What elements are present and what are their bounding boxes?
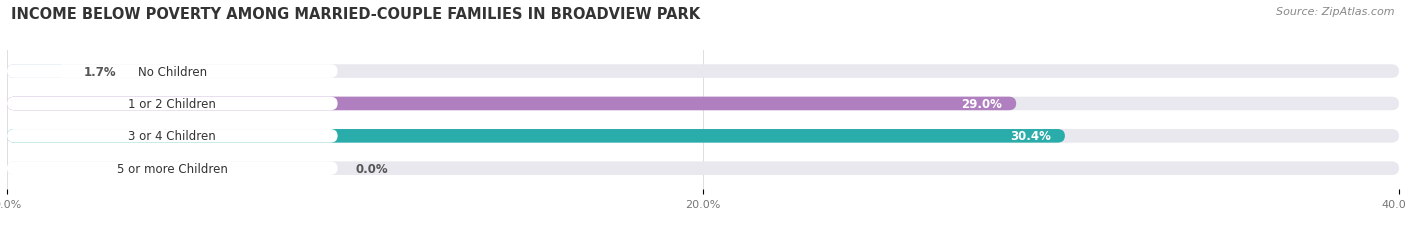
Text: 29.0%: 29.0% bbox=[962, 97, 1002, 110]
FancyBboxPatch shape bbox=[7, 97, 1017, 111]
FancyBboxPatch shape bbox=[7, 129, 337, 143]
FancyBboxPatch shape bbox=[7, 129, 1064, 143]
FancyBboxPatch shape bbox=[7, 162, 1399, 175]
Text: 3 or 4 Children: 3 or 4 Children bbox=[128, 130, 217, 143]
Text: Source: ZipAtlas.com: Source: ZipAtlas.com bbox=[1277, 7, 1395, 17]
FancyBboxPatch shape bbox=[7, 129, 1399, 143]
FancyBboxPatch shape bbox=[7, 97, 337, 111]
Text: 5 or more Children: 5 or more Children bbox=[117, 162, 228, 175]
FancyBboxPatch shape bbox=[7, 162, 337, 175]
Text: 1 or 2 Children: 1 or 2 Children bbox=[128, 97, 217, 110]
Text: 0.0%: 0.0% bbox=[354, 162, 388, 175]
Text: No Children: No Children bbox=[138, 65, 207, 78]
FancyBboxPatch shape bbox=[7, 97, 1399, 111]
FancyBboxPatch shape bbox=[7, 65, 66, 79]
FancyBboxPatch shape bbox=[7, 65, 337, 79]
FancyBboxPatch shape bbox=[7, 65, 1399, 79]
Text: INCOME BELOW POVERTY AMONG MARRIED-COUPLE FAMILIES IN BROADVIEW PARK: INCOME BELOW POVERTY AMONG MARRIED-COUPL… bbox=[11, 7, 700, 22]
Text: 1.7%: 1.7% bbox=[83, 65, 117, 78]
Text: 30.4%: 30.4% bbox=[1010, 130, 1052, 143]
